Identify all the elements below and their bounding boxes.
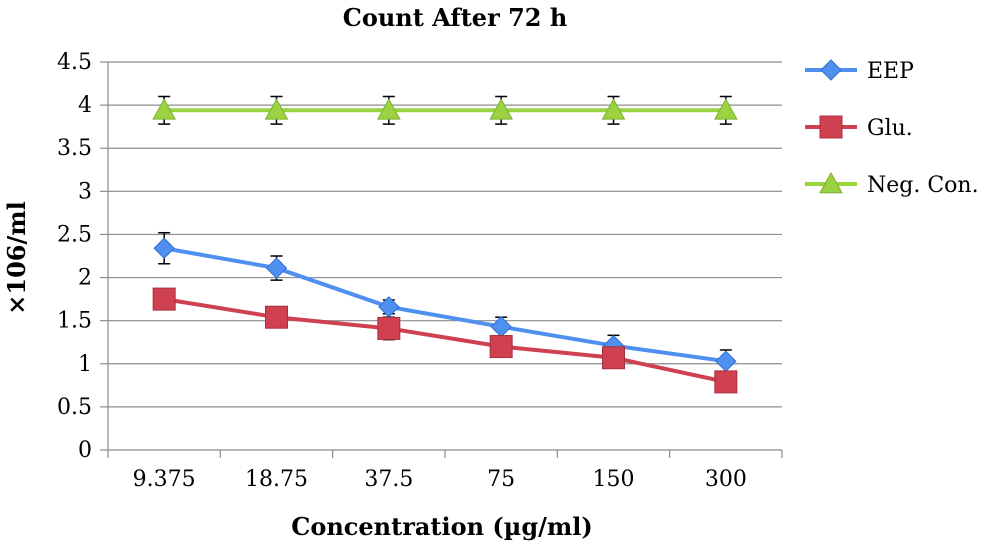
data-point [265, 257, 288, 279]
data-point [377, 316, 401, 340]
x-tick-label: 9.375 [133, 467, 196, 492]
legend-item-neg-con: Neg. Con. [805, 171, 979, 198]
legend-marker [819, 171, 843, 194]
data-point [489, 335, 513, 359]
legend-marker [819, 115, 843, 139]
series-glu [152, 287, 738, 394]
series [152, 95, 738, 394]
data-point [376, 98, 401, 120]
data-point [602, 346, 625, 370]
legend-item-glu: Glu. [805, 115, 913, 141]
data-point [490, 315, 512, 338]
legend-label: Glu. [867, 116, 913, 141]
x-tick-label: 18.75 [245, 467, 308, 492]
series-line [163, 297, 727, 384]
y-tick-label: 1.5 [57, 309, 92, 334]
data-point [489, 98, 514, 120]
x-tick-label: 37.5 [364, 467, 413, 492]
data-point [715, 350, 737, 372]
y-tick-label: 0 [78, 438, 92, 463]
data-point [152, 98, 177, 120]
y-tick-label: 3.5 [57, 136, 92, 161]
y-tick-label: 3 [78, 179, 92, 204]
series-line [163, 246, 727, 364]
legend-marker [820, 59, 842, 81]
series-eep [153, 231, 737, 374]
data-point [714, 370, 738, 394]
y-tick-label: 2 [78, 266, 92, 291]
x-tick-label: 150 [593, 467, 635, 492]
gridlines [108, 61, 782, 408]
legend-label: EEP [867, 59, 914, 84]
data-point [153, 237, 175, 259]
x-tick-label: 75 [487, 467, 515, 492]
legend: EEP Glu. Neg. Con. [805, 59, 979, 198]
y-tick-labels: 0 0.5 1 1.5 2 2.5 3 3.5 4 4.5 [57, 50, 92, 463]
data-point [378, 296, 400, 318]
legend-label: Neg. Con. [867, 173, 979, 198]
chart-title: Count After 72 h [343, 3, 568, 32]
y-tick-label: 0.5 [57, 395, 92, 420]
legend-item-eep: EEP [805, 59, 914, 84]
data-point [713, 98, 738, 120]
y-tick-label: 4.5 [57, 50, 92, 75]
axes [100, 61, 783, 458]
series-neg-con [152, 95, 738, 125]
data-point [265, 305, 288, 329]
data-point [601, 98, 626, 120]
y-tick-label: 1 [78, 352, 92, 377]
y-tick-label: 4 [78, 93, 92, 118]
x-axis-title: Concentration (µg/ml) [291, 512, 593, 541]
data-point [264, 98, 289, 120]
y-tick-label: 2.5 [57, 222, 92, 247]
x-tick-label: 300 [705, 467, 747, 492]
x-tick-labels: 9.375 18.75 37.5 75 150 300 [133, 467, 747, 492]
y-axis-title: ×106/ml [2, 201, 31, 314]
data-point [152, 287, 176, 311]
